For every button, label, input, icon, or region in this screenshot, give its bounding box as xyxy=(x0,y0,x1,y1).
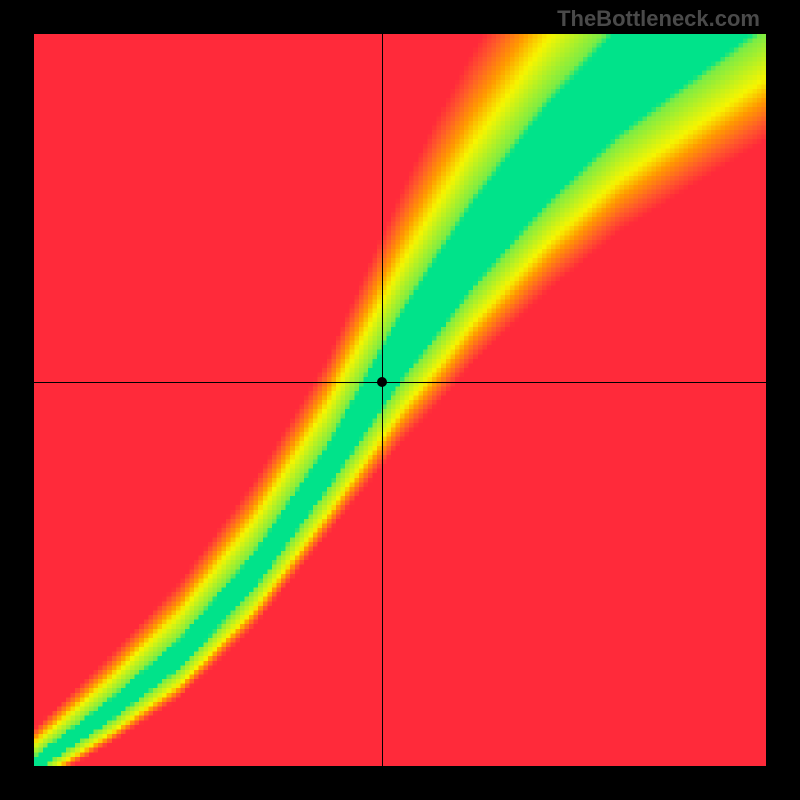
crosshair-marker xyxy=(377,377,387,387)
crosshair-horizontal xyxy=(34,382,766,383)
heatmap-canvas xyxy=(34,34,766,766)
heatmap-plot xyxy=(34,34,766,766)
watermark-text: TheBottleneck.com xyxy=(557,6,760,32)
crosshair-vertical xyxy=(382,34,383,766)
